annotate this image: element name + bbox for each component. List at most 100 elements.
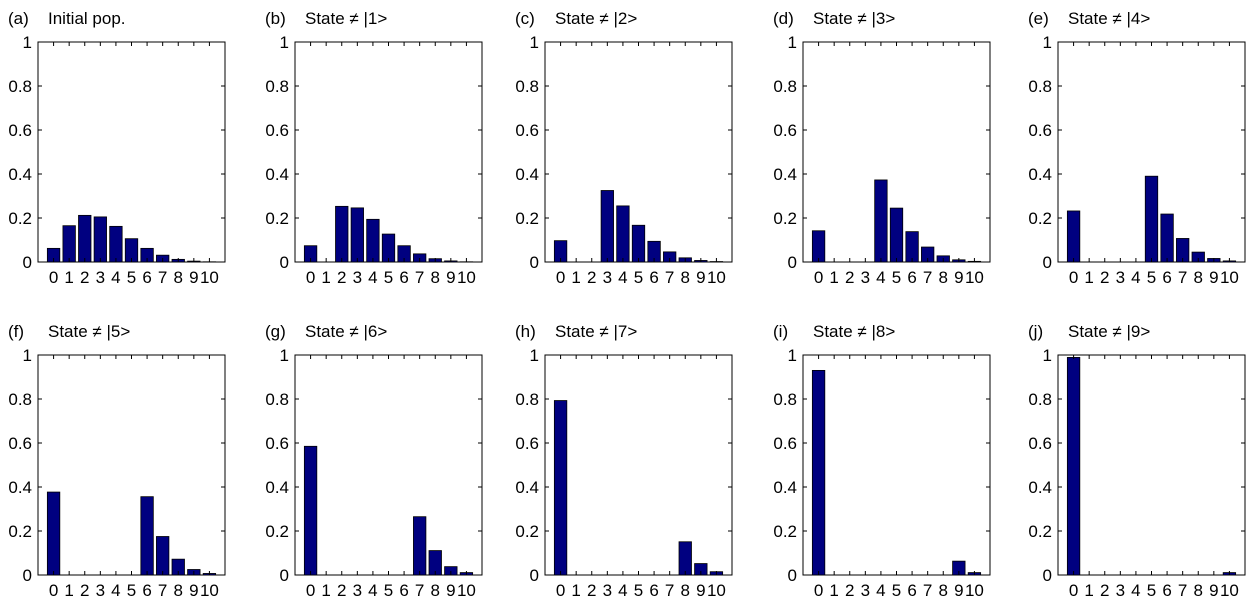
panel-1-ytick-label: 0.8	[265, 77, 289, 96]
panel-1-ytick-label: 0.4	[265, 165, 289, 184]
panel-1-bar-2	[335, 205, 349, 263]
panel-3-bar-5	[889, 207, 904, 263]
panel-0-xtick-label: 3	[96, 268, 105, 287]
panel-9-xtick-label: 6	[1162, 581, 1171, 600]
panel-1-xtick-label: 6	[399, 268, 408, 287]
panel-6-bar-7	[413, 516, 427, 576]
panel-8-xtick-label: 2	[845, 581, 854, 600]
panel-0-xtick-label: 4	[111, 268, 120, 287]
panel-7-xtick-label: 9	[696, 581, 705, 600]
panel-4-ytick-label: 0.4	[1028, 165, 1052, 184]
panel-2-xtick-label: 8	[681, 268, 690, 287]
panel-9-xtick-label: 5	[1147, 581, 1156, 600]
panel-0-bar-2	[78, 214, 92, 263]
panel-8-xtick-label: 7	[923, 581, 932, 600]
panel-4-xtick-label: 7	[1178, 268, 1187, 287]
panel-9-ytick-label: 1	[1043, 346, 1052, 365]
panel-6-ytick-label: 0.6	[265, 434, 289, 453]
panel-0-xtick-label: 9	[189, 268, 198, 287]
panel-3-ytick-label: 0.8	[773, 77, 797, 96]
panel-7-xtick-label: 8	[681, 581, 690, 600]
panel-1-bar-3	[350, 207, 364, 263]
panel-3-xtick-label: 9	[954, 268, 963, 287]
panel-9-ytick-label: 0.6	[1028, 434, 1052, 453]
panel-5-letter: (f)	[8, 322, 24, 341]
panel-3-bar-4	[874, 179, 888, 263]
panel-3-xtick-label: 1	[829, 268, 838, 287]
panel-1-ytick-label: 0	[280, 253, 289, 272]
panel-1-bar-4	[366, 218, 380, 263]
panel-2-ytick-label: 0.4	[515, 165, 539, 184]
panel-1-xtick-label: 7	[415, 268, 424, 287]
panel-4-xtick-label: 8	[1194, 268, 1203, 287]
panel-0-ytick-label: 0.8	[8, 77, 32, 96]
panel-8-axes-box	[802, 354, 991, 576]
panel-1-xtick-label: 2	[337, 268, 346, 287]
panel-8-ytick-label: 0.4	[773, 478, 797, 497]
panel-5-bar-7	[156, 536, 170, 576]
panel-6-xtick-label: 9	[446, 581, 455, 600]
panel-6-xtick-label: 5	[384, 581, 393, 600]
panel-7-xtick-label: 3	[603, 581, 612, 600]
panel-8-letter: (i)	[773, 322, 788, 341]
panel-5-bar-0	[46, 491, 61, 576]
panel-3-xtick-label: 4	[876, 268, 885, 287]
panel-7-ytick-label: 0.6	[515, 434, 539, 453]
panel-8-xtick-label: 0	[814, 581, 823, 600]
panel-7-xtick-label: 5	[634, 581, 643, 600]
panel-9-xtick-label: 2	[1100, 581, 1109, 600]
panel-2-bar-5	[631, 224, 646, 263]
panel-4-xtick-label: 10	[1220, 268, 1239, 287]
panel-0-xtick-label: 5	[127, 268, 136, 287]
panel-2-ytick-label: 0.2	[515, 209, 539, 228]
panel-3-bar-6	[905, 231, 919, 263]
panel-9-xtick-label: 10	[1220, 581, 1239, 600]
panel-8-xtick-label: 8	[939, 581, 948, 600]
panel-5-xtick-label: 7	[158, 581, 167, 600]
panel-9-xtick-label: 0	[1069, 581, 1078, 600]
panel-5-title: State ≠ |5>	[48, 322, 130, 341]
panel-7-axes-box	[544, 354, 733, 576]
panel-4-ytick-label: 1	[1043, 33, 1052, 52]
panel-2-xtick-label: 10	[707, 268, 726, 287]
panel-3-xtick-label: 5	[892, 268, 901, 287]
panel-1-xtick-label: 4	[368, 268, 377, 287]
panel-4-xtick-label: 5	[1147, 268, 1156, 287]
panel-9-ytick-label: 0.4	[1028, 478, 1052, 497]
panel-6-xtick-label: 2	[337, 581, 346, 600]
panel-0-ytick-label: 0.6	[8, 121, 32, 140]
panel-9-xtick-label: 8	[1194, 581, 1203, 600]
panel-3-ytick-label: 0.4	[773, 165, 797, 184]
panel-7-ytick-label: 0	[530, 566, 539, 585]
panel-5-ytick-label: 0.2	[8, 522, 32, 541]
panel-1-title: State ≠ |1>	[305, 9, 387, 28]
panel-4-xtick-label: 6	[1162, 268, 1171, 287]
panel-5-xtick-label: 1	[64, 581, 73, 600]
panel-8-xtick-label: 3	[861, 581, 870, 600]
panel-4-bar-5	[1144, 175, 1159, 263]
panel-4-ytick-label: 0.8	[1028, 77, 1052, 96]
panel-5-xtick-label: 9	[189, 581, 198, 600]
panel-5-ytick-label: 1	[23, 346, 32, 365]
panel-1-xtick-label: 5	[384, 268, 393, 287]
panel-8-xtick-label: 5	[892, 581, 901, 600]
panel-0-xtick-label: 6	[142, 268, 151, 287]
panel-2-xtick-label: 2	[587, 268, 596, 287]
panel-3-ytick-label: 0.2	[773, 209, 797, 228]
panel-5-ytick-label: 0.6	[8, 434, 32, 453]
panel-3-letter: (d)	[773, 9, 794, 28]
panel-6-xtick-label: 10	[457, 581, 476, 600]
panel-0-ytick-label: 0	[23, 253, 32, 272]
panel-3-title: State ≠ |3>	[813, 9, 895, 28]
panel-9-ytick-label: 0.8	[1028, 390, 1052, 409]
panel-8-ytick-label: 0.8	[773, 390, 797, 409]
panel-1-xtick-label: 9	[446, 268, 455, 287]
panel-1-xtick-label: 0	[306, 268, 315, 287]
panel-2-bar-4	[616, 205, 630, 263]
panel-4-xtick-label: 3	[1116, 268, 1125, 287]
panel-4-ytick-label: 0.6	[1028, 121, 1052, 140]
panel-8-xtick-label: 1	[829, 581, 838, 600]
panel-4-xtick-label: 9	[1209, 268, 1218, 287]
panel-2-letter: (c)	[515, 9, 535, 28]
